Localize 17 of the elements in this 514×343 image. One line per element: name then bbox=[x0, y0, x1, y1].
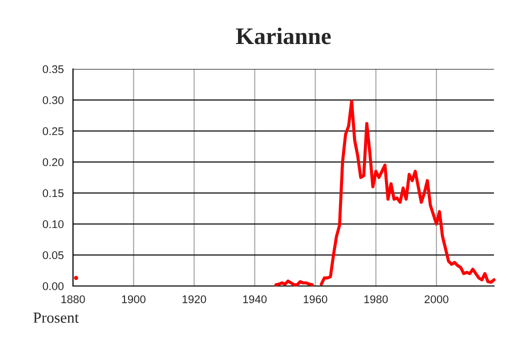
x-tick-label: 1920 bbox=[182, 295, 206, 304]
y-tick-label: 0.25 bbox=[42, 127, 64, 136]
y-tick-label: 0.30 bbox=[42, 96, 64, 104]
y-tick-label: 0.05 bbox=[42, 251, 64, 260]
x-tick-label: 1960 bbox=[304, 295, 328, 304]
y-axis-title: Prosent bbox=[33, 312, 79, 323]
y-tick-label: 0.35 bbox=[42, 65, 64, 74]
y-tick-label: 0.10 bbox=[42, 220, 64, 228]
y-tick-label: 0.00 bbox=[42, 282, 64, 290]
chart-title: Karianne bbox=[236, 28, 331, 44]
x-tick-label: 1900 bbox=[122, 295, 146, 304]
x-tick-label: 2000 bbox=[424, 295, 448, 304]
y-tick-label: 0.20 bbox=[42, 158, 64, 166]
y-tick-label: 0.15 bbox=[42, 189, 64, 198]
x-tick-label: 1980 bbox=[364, 295, 388, 304]
x-tick-label: 1940 bbox=[243, 295, 267, 304]
x-tick-label: 1880 bbox=[61, 295, 85, 304]
